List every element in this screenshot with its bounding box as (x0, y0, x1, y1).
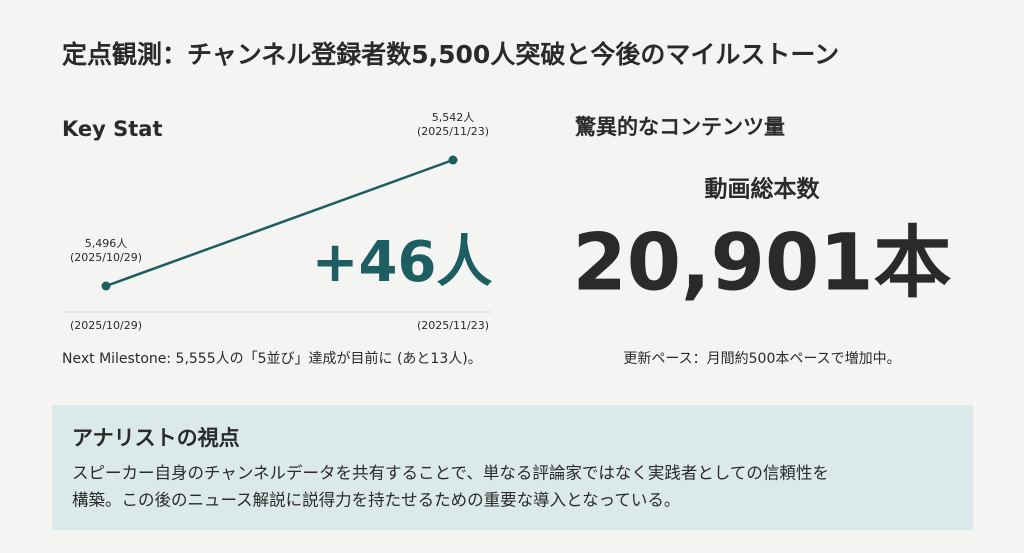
delta: +46人 (312, 230, 493, 295)
analyst-box (52, 405, 973, 530)
milestone-note: Next Milestone: 5,555人の「5並び」達成が目前に (あと13… (62, 350, 482, 367)
x-tick-label: (2025/10/29) (70, 319, 142, 332)
point (101, 281, 111, 291)
content-note: 更新ペース：月間約500本ペースで増加中。 (623, 351, 900, 367)
content-value: 20,901本 (573, 218, 952, 308)
point-value-label: 5,542人 (432, 111, 475, 124)
title: 定点観測：チャンネル登録者数5,500人突破と今後のマイルストーン (62, 40, 839, 69)
content-label: 動画総本数 (705, 176, 821, 203)
analyst-line: スピーカー自身のチャンネルデータを共有することで、単なる評論家ではなく実践者とし… (72, 463, 829, 483)
point-value-label: 5,496人 (85, 237, 128, 250)
content-heading: 驚異的なコンテンツ量 (574, 115, 785, 139)
point-date-label: (2025/10/29) (70, 251, 142, 264)
point (448, 155, 458, 165)
analyst-line: 構築。この後のニュース解説に説得力を持たせるための重要な導入となっている。 (72, 491, 680, 510)
series-line (105, 158, 454, 288)
point-date-label: (2025/11/23) (417, 125, 489, 138)
analyst-heading: アナリストの視点 (72, 426, 240, 450)
mini-chart: 5,496人(2025/10/29)(2025/10/29)5,542人(202… (70, 111, 489, 332)
x-tick-label: (2025/11/23) (417, 319, 489, 332)
key-stat-heading: Key Stat (62, 117, 163, 141)
